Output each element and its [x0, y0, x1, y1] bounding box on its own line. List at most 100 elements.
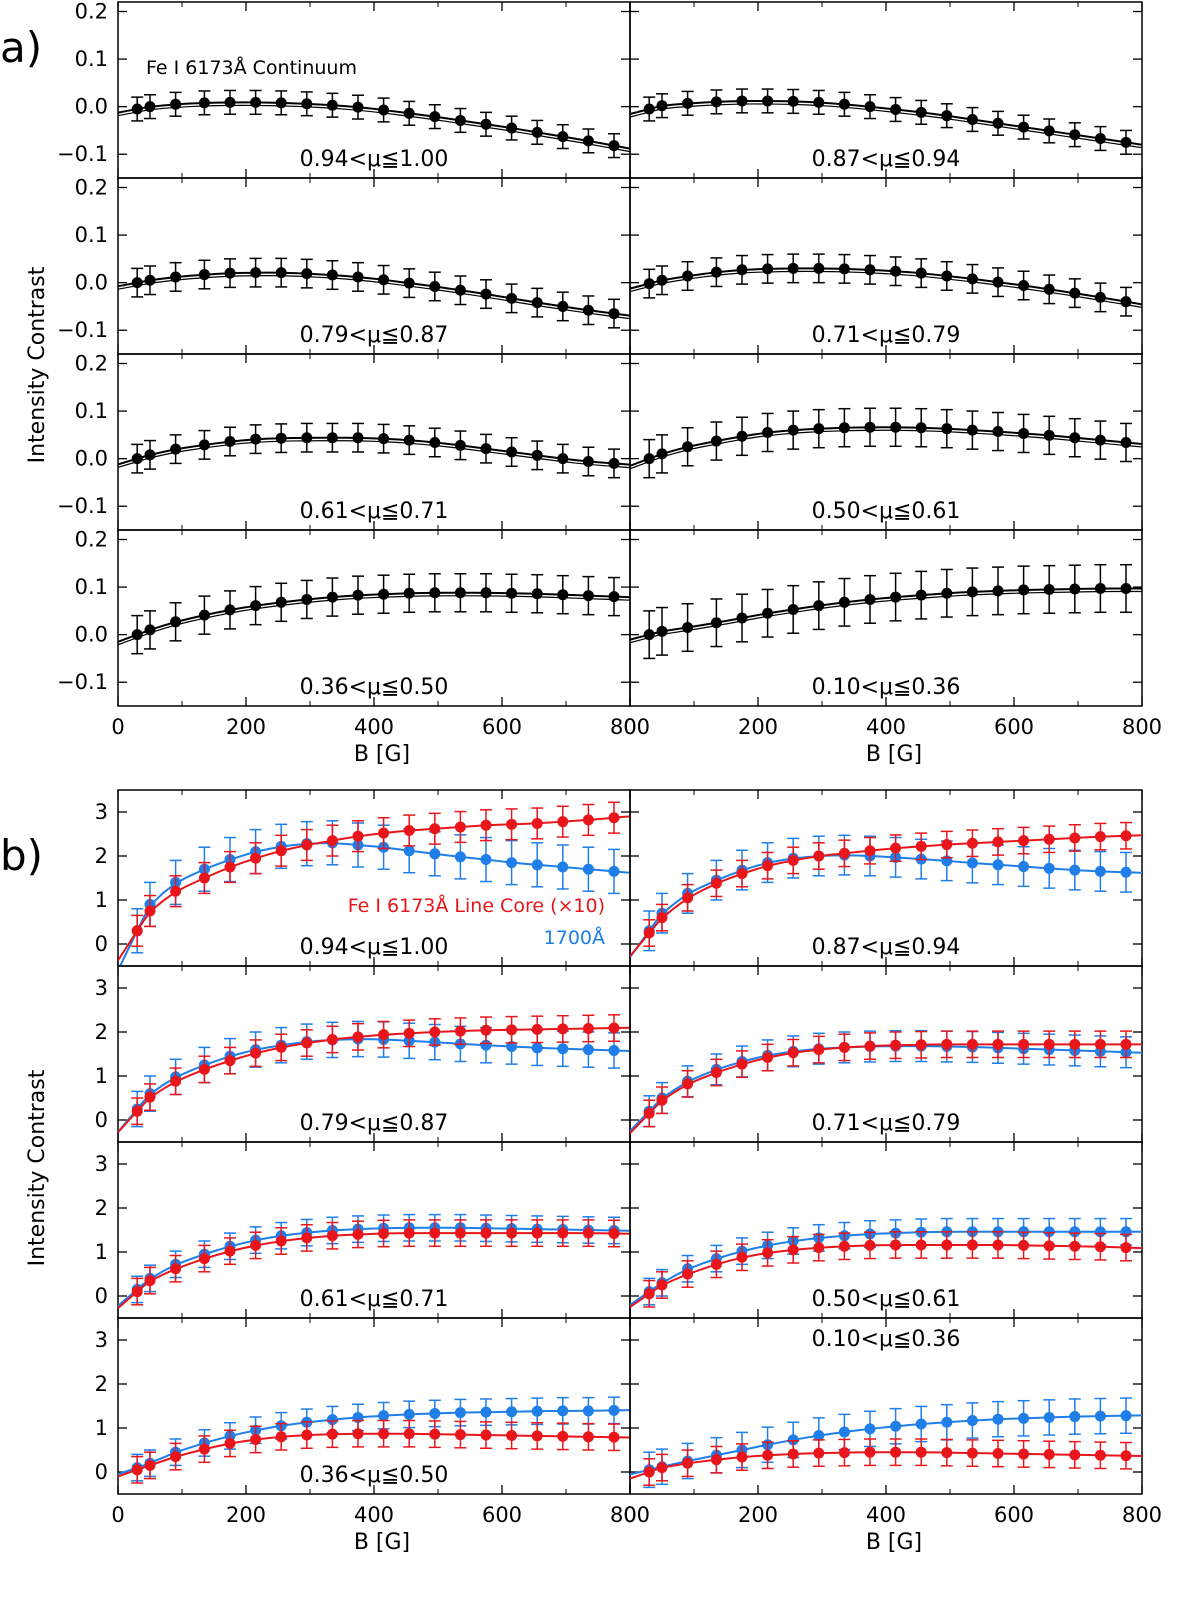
line-core-data-point [915, 1239, 927, 1251]
panel-b-ylabel: Intensity Contrast [25, 1069, 50, 1266]
continuum-data-point [170, 98, 182, 110]
panel-a-subplot-6: 0.50<μ≦0.61 [629, 353, 1143, 531]
panel-a-subplot-8: 0.10<μ≦0.36 0 200 400 600 800 B [G] [623, 529, 1162, 767]
line-core-data-point [890, 1039, 902, 1051]
subplot-data [630, 407, 1142, 479]
line-core-data-point [838, 847, 850, 859]
continuum-data-point [890, 265, 902, 277]
continuum-data-point [506, 446, 518, 458]
continuum-data-point [1018, 280, 1030, 292]
continuum-fit-curve-2 [630, 590, 1142, 644]
line-core-data-point [403, 1027, 415, 1039]
mu-range-label: 0.10<μ≦0.36 [812, 675, 961, 700]
continuum-data-point [864, 421, 876, 433]
mu-range-label: 0.50<μ≦0.61 [812, 1287, 961, 1312]
y-tick-label: 1 [95, 1240, 108, 1264]
line-core-data-point [1018, 1448, 1030, 1460]
x-axis-label: B [G] [866, 1530, 922, 1555]
uv-1700-data-point [1069, 1411, 1081, 1423]
panel-b-subplot-1: 0 1 2 3 0.94<μ≦1.00 Fe I 6173Å Line Core (×10… [95, 789, 631, 967]
continuum-fit-curve-2 [630, 103, 1142, 149]
y-tick-label: 0.0 [75, 271, 108, 295]
line-core-data-point [682, 1078, 694, 1090]
continuum-data-point [326, 99, 338, 111]
continuum-data-point [250, 267, 262, 279]
panel-b-letter: b) [0, 831, 43, 880]
uv-1700-data-point [966, 857, 978, 869]
subplot-data [630, 1217, 1142, 1308]
line-core-data-point [838, 1041, 850, 1053]
y-tick-label: 0.0 [75, 95, 108, 119]
line-core-data-point [1094, 1449, 1106, 1461]
continuum-data-point [762, 426, 774, 438]
x-tick-label: 800 [1122, 1503, 1162, 1527]
line-core-data-point [403, 1428, 415, 1440]
line-core-data-point [301, 839, 313, 851]
continuum-data-point [992, 585, 1004, 597]
subplot-data [630, 563, 1142, 660]
legend-line-core: Fe I 6173Å Line Core (×10) [348, 894, 605, 917]
line-core-data-point [608, 1022, 620, 1034]
line-core-data-point [966, 837, 978, 849]
line-core-data-point [682, 892, 694, 904]
line-core-data-point [250, 1239, 262, 1251]
continuum-data-point [506, 292, 518, 304]
uv-1700-data-point [506, 1406, 518, 1418]
continuum-data-point [710, 266, 722, 278]
continuum-data-point [710, 435, 722, 447]
line-core-data-point [250, 1433, 262, 1445]
continuum-data-point [403, 107, 415, 119]
continuum-data-point [301, 98, 313, 110]
uv-1700-data-point [890, 1420, 902, 1432]
continuum-data-point [1069, 287, 1081, 299]
panel-b-subplot-6: 0.50<μ≦0.61 [629, 1141, 1143, 1319]
x-tick-label: 600 [994, 1503, 1034, 1527]
mu-range-label: 0.87<μ≦0.94 [812, 147, 961, 172]
continuum-data-point [992, 117, 1004, 129]
continuum-data-point [966, 273, 978, 285]
x-tick-label: 400 [354, 1503, 394, 1527]
uv-1700-data-point [992, 1413, 1004, 1425]
continuum-data-point [682, 622, 694, 634]
continuum-data-point [531, 449, 543, 461]
continuum-data-point [352, 589, 364, 601]
continuum-data-point [170, 616, 182, 628]
uv-1700-data-point [429, 848, 441, 860]
panel-a-ylabel: Intensity Contrast [25, 266, 50, 463]
continuum-data-point [915, 422, 927, 434]
continuum-data-point [403, 277, 415, 289]
continuum-data-point [144, 101, 156, 113]
continuum-data-point [682, 97, 694, 109]
x-tick-label: 400 [354, 715, 394, 739]
continuum-data-point [144, 624, 156, 636]
continuum-data-point [352, 432, 364, 444]
line-core-data-point [198, 872, 210, 884]
x-tick-label: 400 [866, 1503, 906, 1527]
line-core-data-point [480, 819, 492, 831]
uv-1700-data-point [429, 1407, 441, 1419]
line-core-data-point [454, 1429, 466, 1441]
continuum-data-point [275, 432, 287, 444]
continuum-data-point [787, 95, 799, 107]
continuum-data-point [608, 591, 620, 603]
uv-1700-data-point [864, 1423, 876, 1435]
line-core-data-point [787, 1448, 799, 1460]
line-core-data-point [656, 1462, 668, 1474]
line-core-data-point [557, 1023, 569, 1035]
line-core-data-point [250, 852, 262, 864]
y-tick-label: 0.2 [75, 0, 108, 24]
continuum-data-point [378, 104, 390, 116]
continuum-data-point [429, 587, 441, 599]
uv-1700-data-point [608, 865, 620, 877]
continuum-data-point [480, 587, 492, 599]
line-core-data-point [838, 1240, 850, 1252]
line-core-data-point [301, 1429, 313, 1441]
y-tick-label: 2 [95, 1020, 108, 1044]
continuum-data-point [429, 111, 441, 123]
uv-1700-data-point [1018, 1412, 1030, 1424]
x-tick-label: 0 [111, 715, 124, 739]
line-core-data-point [352, 1031, 364, 1043]
line-core-data-point [352, 1228, 364, 1240]
uv-1700-data-point [1069, 1226, 1081, 1238]
line-core-data-point [736, 868, 748, 880]
